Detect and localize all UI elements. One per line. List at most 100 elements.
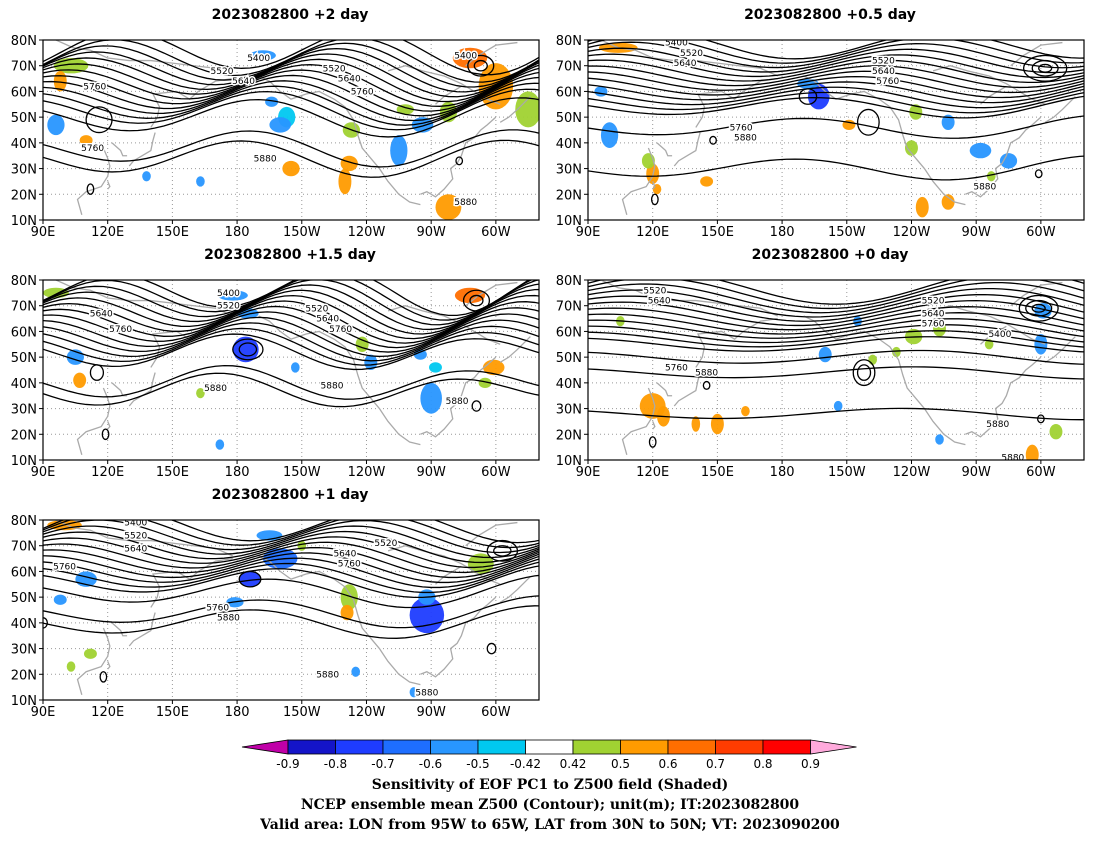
coastline	[673, 372, 701, 407]
sensitivity-shading	[217, 290, 248, 301]
sensitivity-shading	[594, 86, 608, 97]
sensitivity-shading	[53, 594, 67, 605]
z500-contour	[588, 70, 1084, 94]
z500-contour	[462, 289, 491, 312]
contour-label: 5760	[109, 325, 132, 335]
z500-contour	[43, 82, 539, 126]
sensitivity-shading	[905, 140, 918, 156]
map-frame	[42, 519, 540, 701]
contour-label: 5760	[351, 87, 374, 97]
colorbar-label: -0.42	[510, 757, 541, 771]
z500-contour	[43, 333, 539, 371]
z500-contour	[238, 342, 258, 357]
z500-contour	[469, 294, 484, 307]
sensitivity-shading	[291, 362, 300, 373]
contour-label: 5520	[374, 539, 397, 549]
lon-tick-label: 150W	[283, 465, 321, 480]
coastline	[965, 356, 1042, 438]
z500-contour	[798, 88, 818, 105]
map-frame	[587, 279, 1085, 461]
panel-plus-2-day: 2023082800 +2 day	[0, 0, 545, 245]
lat-tick-label: 40N	[556, 137, 582, 152]
lat-tick-label: 30N	[11, 163, 37, 178]
colorbar-arrow-left	[241, 739, 289, 755]
coastline	[499, 96, 531, 123]
contour-label: 5520	[124, 531, 147, 541]
map-layer: 5400552056405760564055205760576058805880…	[43, 520, 539, 700]
lat-tick-label: 30N	[11, 643, 37, 658]
z500-contour	[588, 81, 1084, 104]
coastline	[673, 132, 701, 167]
z500-contour	[467, 54, 495, 77]
z500-contour	[588, 407, 1084, 421]
sensitivity-shading	[420, 382, 442, 414]
sensitivity-shading	[941, 194, 955, 210]
sensitivity-shading	[935, 434, 944, 445]
contour-label: 5520	[643, 286, 666, 296]
z500-contour	[588, 318, 1084, 339]
contour-label: 5880	[254, 154, 277, 164]
z500-contour	[43, 520, 539, 554]
lon-tick-label: 90W	[961, 465, 991, 480]
panel-title: 2023082800 +0.5 day	[744, 7, 916, 23]
z500-contour	[650, 193, 659, 206]
lat-tick-label: 80N	[556, 274, 582, 289]
lon-tick-label: 60W	[481, 465, 511, 480]
z500-contour	[588, 336, 1084, 353]
z500-contour	[43, 42, 539, 88]
contour-label: 5760	[329, 325, 352, 335]
contour-label: 5640	[232, 77, 255, 87]
sensitivity-shading	[515, 91, 539, 128]
lat-tick-label: 60N	[556, 85, 582, 100]
lon-tick-label: 60W	[481, 705, 511, 720]
panel-title: 2023082800 +1 day	[211, 487, 369, 503]
sensitivity-shading	[909, 104, 923, 120]
panel-plus-1-5-day: 2023082800 +1.5 day	[0, 240, 545, 485]
lon-tick-label: 150E	[701, 465, 734, 480]
sensitivity-shading	[700, 176, 714, 187]
z500-contour	[43, 305, 539, 349]
colorbar-cell	[715, 739, 764, 755]
z500-contour	[709, 135, 717, 145]
contour-label: 5520	[305, 304, 328, 314]
lat-tick-label: 70N	[11, 60, 37, 75]
sensitivity-shading	[340, 604, 354, 621]
z500-contour	[43, 565, 539, 599]
z500-contour	[43, 129, 539, 168]
coastline	[652, 181, 656, 190]
z500-contour	[43, 364, 539, 400]
z500-contour	[43, 525, 539, 559]
caption-line-2: NCEP ensemble mean Z500 (Contour); unit(…	[300, 797, 800, 813]
z500-contour	[588, 280, 1084, 305]
sensitivity-shading	[833, 400, 843, 412]
lon-tick-label: 90W	[961, 225, 991, 240]
lon-tick-label: 150E	[156, 225, 189, 240]
lat-tick-label: 40N	[556, 377, 582, 392]
contour-label: 5400	[665, 39, 688, 49]
lon-tick-label: 120E	[91, 225, 124, 240]
z500-contour	[588, 330, 1084, 348]
coastline	[76, 387, 111, 456]
contour-label: 5520	[217, 302, 240, 312]
lon-tick-label: 180	[770, 465, 795, 480]
sensitivity-shading	[818, 346, 832, 363]
z500-contour	[43, 40, 539, 76]
lon-tick-label: 150W	[828, 225, 866, 240]
sensitivity-shading	[984, 339, 994, 350]
coastline	[55, 280, 234, 317]
sensitivity-shading	[338, 168, 352, 195]
coastline	[499, 336, 531, 363]
z500-contour	[43, 546, 539, 579]
coastline	[76, 627, 111, 696]
lon-tick-label: 120E	[636, 225, 669, 240]
z500-contour	[1031, 59, 1059, 77]
colorbar-label: -0.5	[466, 757, 489, 771]
coastline	[1010, 281, 1063, 307]
contour-label: 5880	[415, 688, 438, 698]
lon-tick-label: 60W	[1026, 465, 1056, 480]
panel-title: 2023082800 +0 day	[751, 247, 909, 263]
sensitivity-shading	[265, 96, 279, 107]
lat-tick-label: 40N	[11, 137, 37, 152]
lon-tick-label: 150W	[283, 225, 321, 240]
